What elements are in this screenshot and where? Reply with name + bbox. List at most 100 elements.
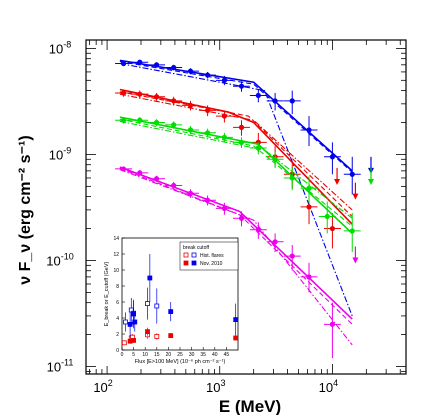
inset-x-tick-label: 40	[212, 352, 218, 358]
model-curve	[119, 120, 353, 219]
upper-limit-arrow	[352, 193, 359, 200]
inset-y-axis-label: E_break or E_cutoff (GeV)	[104, 261, 110, 326]
data-point	[153, 94, 160, 100]
data-point	[324, 213, 330, 220]
data-point	[120, 60, 127, 67]
y-tick-label: 10-9	[49, 145, 71, 162]
x-tick-label: 102	[93, 378, 112, 395]
inset-legend-entry: Nov. 2010	[200, 261, 223, 267]
data-point	[329, 225, 336, 232]
data-point	[204, 197, 211, 203]
inset-y-tick-label: 4	[116, 316, 119, 322]
data-point	[255, 92, 261, 99]
data-point	[171, 182, 177, 189]
data-point	[329, 321, 336, 327]
data-point	[204, 107, 211, 114]
inset-y-tick-label: 10	[113, 268, 119, 274]
inset-chart: 0 5 10 15 20 25 30 35 40 45 0 2 4 6 8 10 12 14 break cuto…	[102, 236, 240, 366]
inset-x-tick-label: 0	[121, 352, 124, 358]
sed-series	[115, 116, 374, 253]
model-curve	[119, 169, 353, 346]
inset-cutoff-marker	[145, 329, 150, 335]
inset-y-tick-label: 14	[113, 236, 119, 242]
data-point	[306, 127, 312, 133]
data-point	[187, 68, 194, 74]
inset-x-tick-label: 15	[154, 352, 160, 358]
inset-legend-entry: Hist. flares	[200, 253, 224, 259]
data-point	[349, 228, 355, 234]
sed-series	[115, 88, 359, 249]
inset-break-marker	[132, 319, 138, 325]
model-curve	[119, 62, 353, 317]
inset-break-marker	[147, 275, 153, 281]
inset-break-marker	[123, 319, 128, 325]
data-point	[187, 102, 194, 109]
inset-break-marker	[233, 317, 239, 323]
x-tick-label: 104	[319, 378, 338, 395]
inset-break-marker	[154, 303, 160, 309]
data-point	[187, 127, 194, 133]
data-point	[255, 145, 261, 151]
inset-x-tick-label: 35	[200, 352, 206, 358]
inset-y-tick-label: 6	[116, 300, 119, 306]
data-point	[289, 175, 295, 181]
sed-series	[115, 166, 359, 359]
data-point	[171, 98, 177, 104]
inset-legend-title: break cutoff	[183, 245, 210, 251]
data-point	[306, 185, 312, 191]
data-point	[238, 124, 245, 130]
inset-x-tick-label: 45	[224, 352, 230, 358]
inset-break-marker	[127, 321, 133, 327]
inset-legend-box	[179, 241, 239, 271]
data-point	[289, 98, 295, 104]
inset-x-tick-label: 25	[177, 352, 183, 358]
inset-cutoff-marker	[168, 333, 174, 339]
inset-y-tick-label: 8	[116, 284, 119, 290]
inset-y-tick-label: 2	[116, 332, 119, 338]
inset-x-tick-label: 20	[166, 352, 172, 358]
data-point	[153, 62, 160, 68]
y-axis-label: ν F_ν (erg cm⁻² s⁻¹)	[17, 135, 34, 284]
model-curve	[119, 118, 353, 227]
main-series-layer	[115, 59, 374, 359]
data-point	[221, 205, 228, 211]
data-point	[221, 77, 228, 83]
data-point	[272, 98, 278, 104]
inset-x-tick-label: 30	[189, 352, 195, 358]
data-point	[329, 154, 336, 160]
data-point	[272, 156, 278, 162]
model-curve	[119, 166, 353, 320]
y-tick-label: 10-11	[47, 358, 74, 375]
data-point	[120, 90, 127, 96]
data-point	[272, 239, 278, 245]
upper-limit-arrow	[352, 257, 359, 264]
inset-break-marker	[131, 311, 137, 317]
data-point	[153, 119, 160, 126]
inset-legend-break-marker	[191, 260, 197, 266]
inset-x-tick-label: 5	[132, 352, 135, 358]
data-point	[137, 59, 143, 65]
model-curve	[119, 59, 353, 172]
inset-cutoff-marker	[233, 335, 239, 341]
sed-series	[115, 59, 374, 317]
model-curve	[119, 91, 353, 217]
data-point	[306, 204, 312, 210]
data-point	[238, 215, 245, 221]
inset-cutoff-marker	[154, 333, 160, 339]
data-point	[289, 253, 295, 259]
data-point	[187, 190, 194, 196]
data-point	[349, 171, 355, 177]
inset-legend-break-marker	[191, 252, 197, 258]
data-point	[238, 139, 245, 145]
data-point	[153, 176, 160, 182]
data-point	[221, 134, 228, 140]
inset-cutoff-marker	[131, 337, 137, 343]
inset-legend-cutoff-marker	[183, 260, 189, 266]
data-point	[171, 64, 177, 71]
inset-legend-cutoff-marker	[183, 252, 189, 258]
data-point	[120, 166, 127, 172]
inset-break-marker	[168, 309, 174, 315]
x-tick-label: 103	[206, 378, 225, 395]
data-point	[137, 170, 143, 176]
